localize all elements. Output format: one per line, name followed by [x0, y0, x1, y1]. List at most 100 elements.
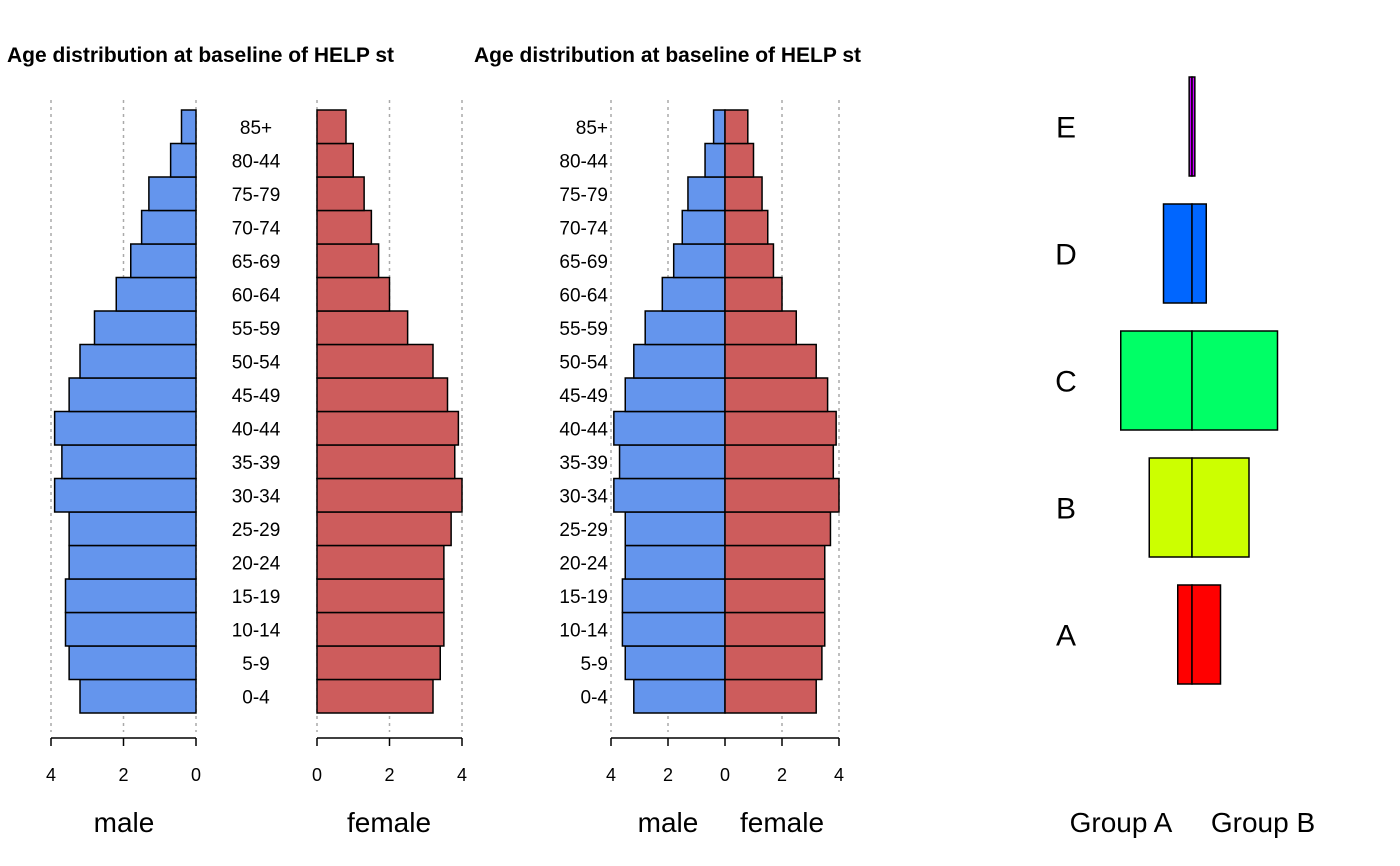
bar-male-50-54: [633, 343, 726, 379]
age-group-label: 40-44: [559, 419, 608, 440]
bar-group-b-B: [1191, 457, 1250, 558]
age-group-label: 60-64: [559, 285, 608, 306]
bar-male-25-29: [624, 511, 726, 547]
age-group-label: 80-44: [559, 151, 608, 172]
group-category-label: A: [1056, 620, 1076, 653]
x-tick-label: 4: [606, 765, 616, 785]
bar-male-75-79: [687, 176, 726, 212]
bar-male-65-69: [672, 243, 726, 279]
bar-female-5-9: [316, 645, 441, 681]
bar-female-70-74: [316, 209, 373, 245]
bar-female-55-59: [724, 310, 797, 346]
age-group-label: 45-49: [232, 386, 281, 407]
bar-female-5-9: [724, 645, 823, 681]
x-tick-label: 0: [720, 765, 730, 785]
bar-male-10-14: [621, 611, 726, 647]
age-group-label: 20-24: [232, 553, 281, 574]
bar-group-a-B: [1148, 457, 1193, 558]
bar-male-10-14: [64, 611, 197, 647]
bar-male-5-9: [624, 645, 726, 681]
x-tick-label-female: 2: [384, 765, 394, 785]
age-group-label: 65-69: [232, 252, 281, 273]
bar-female-85+: [724, 109, 749, 145]
group-category-label: E: [1056, 112, 1076, 145]
bar-female-80-44: [724, 142, 755, 178]
bar-male-45-49: [68, 377, 197, 413]
age-group-label: 35-39: [232, 453, 281, 474]
bar-female-20-24: [316, 544, 445, 580]
bar-male-70-74: [140, 209, 197, 245]
bar-male-15-19: [64, 578, 197, 614]
age-group-label: 75-79: [232, 185, 281, 206]
bar-female-75-79: [316, 176, 365, 212]
x-tick-label-male: 2: [118, 765, 128, 785]
x-tick-label-male: 0: [191, 765, 201, 785]
age-group-label: 50-54: [559, 352, 608, 373]
bar-female-40-44: [316, 410, 460, 446]
bar-male-50-54: [79, 343, 197, 379]
bar-female-0-4: [316, 678, 434, 714]
bar-female-75-79: [724, 176, 763, 212]
age-group-label: 30-34: [232, 486, 281, 507]
age-group-label: 55-59: [232, 319, 281, 340]
age-group-label: 0-4: [581, 687, 609, 708]
age-group-label: 80-44: [232, 151, 281, 172]
bar-male-30-34: [613, 477, 726, 513]
bar-male-55-59: [93, 310, 197, 346]
age-group-label: 5-9: [581, 654, 608, 675]
age-group-label: 5-9: [242, 654, 269, 675]
bar-female-60-64: [724, 276, 783, 312]
age-group-label: 10-14: [232, 620, 281, 641]
bar-female-85+: [316, 109, 347, 145]
age-group-label: 25-29: [232, 520, 281, 541]
group-pyramid-chart: A B C D E Group A Group B: [1055, 76, 1315, 838]
bar-group-b-A: [1191, 584, 1222, 685]
bar-group-b-D: [1191, 203, 1207, 304]
bar-female-40-44: [724, 410, 837, 446]
bar-male-20-24: [68, 544, 197, 580]
bar-female-65-69: [724, 243, 775, 279]
bar-female-30-34: [724, 477, 840, 513]
x-tick-label: 2: [663, 765, 673, 785]
bar-male-65-69: [130, 243, 197, 279]
bar-male-40-44: [613, 410, 726, 446]
group-category-label: D: [1055, 239, 1077, 272]
bar-male-30-34: [53, 477, 197, 513]
bar-female-35-39: [316, 444, 456, 480]
bar-female-45-49: [724, 377, 829, 413]
pyramid-chart-split: Age distribution at baseline of HELP st …: [7, 44, 467, 838]
bar-male-0-4: [633, 678, 726, 714]
bar-female-65-69: [316, 243, 380, 279]
age-group-label: 0-4: [242, 687, 270, 708]
age-group-label: 70-74: [232, 218, 281, 239]
age-group-label: 70-74: [559, 218, 608, 239]
bar-male-15-19: [621, 578, 726, 614]
age-group-label: 40-44: [232, 419, 281, 440]
bar-male-60-64: [661, 276, 726, 312]
x-tick-label: 2: [777, 765, 787, 785]
age-group-label: 35-39: [559, 453, 608, 474]
bar-male-45-49: [624, 377, 726, 413]
x-axis-label-group-a: Group A: [1070, 807, 1173, 838]
bar-male-60-64: [115, 276, 197, 312]
bar-female-20-24: [724, 544, 826, 580]
bar-male-20-24: [624, 544, 726, 580]
age-group-label: 15-19: [559, 587, 608, 608]
bar-female-10-14: [316, 611, 445, 647]
x-axis-label-male: male: [94, 807, 155, 838]
bar-female-50-54: [724, 343, 817, 379]
bar-male-80-44: [169, 142, 197, 178]
bar-female-25-29: [316, 511, 452, 547]
bar-male-35-39: [61, 444, 197, 480]
group-category-label: B: [1056, 493, 1076, 526]
age-group-label: 85+: [576, 118, 608, 139]
x-axis-label-group-b: Group B: [1211, 807, 1315, 838]
x-tick-label: 4: [834, 765, 844, 785]
bar-male-55-59: [644, 310, 726, 346]
bar-group-a-C: [1120, 330, 1193, 431]
age-group-label: 20-24: [559, 553, 608, 574]
bar-male-25-29: [68, 511, 197, 547]
bar-male-35-39: [618, 444, 726, 480]
bar-female-30-34: [316, 477, 463, 513]
